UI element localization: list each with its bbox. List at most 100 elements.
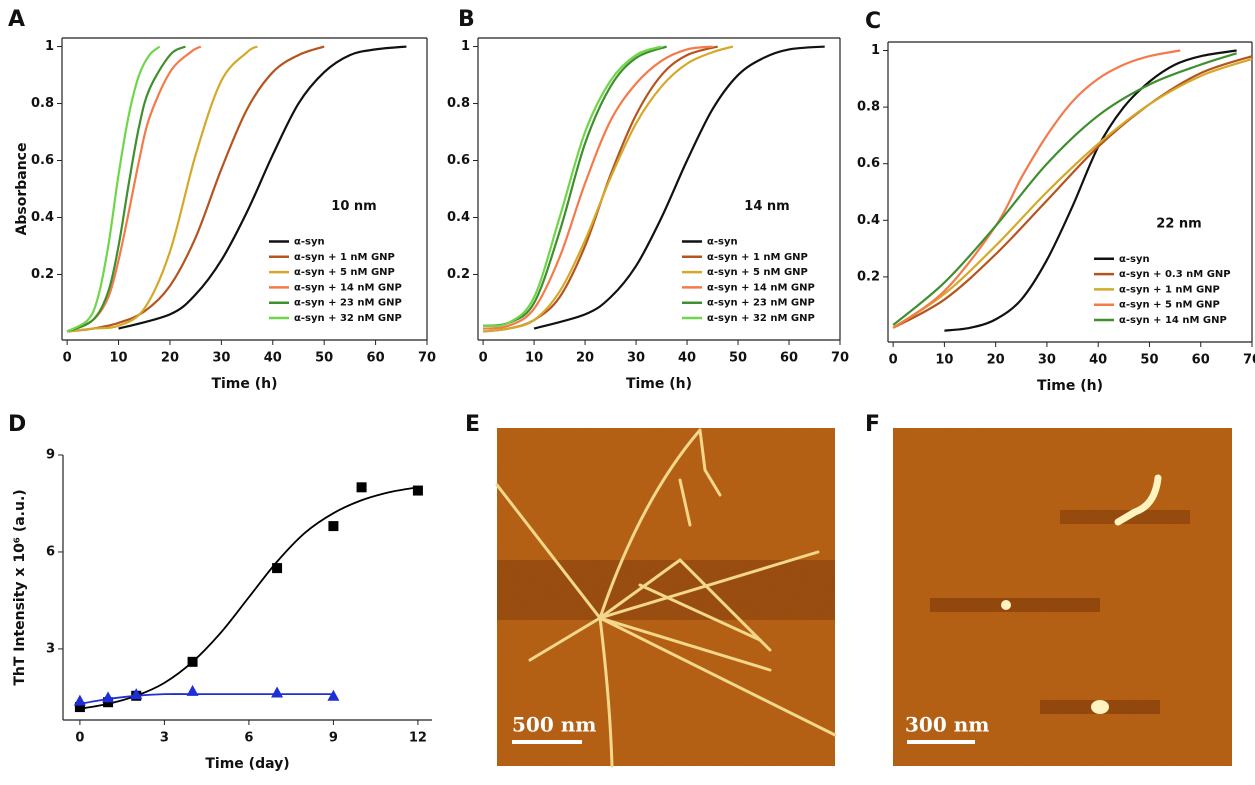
x-tick-label: 40 (678, 351, 696, 366)
x-tick-label: 20 (987, 353, 1005, 368)
legend-label: α-syn + 1 nM GNP (294, 252, 395, 263)
x-axis-title: Time (h) (1037, 378, 1103, 394)
y-tick-label: 0.4 (31, 210, 54, 225)
x-tick-label: 3 (160, 731, 169, 746)
data-line (892, 57, 1253, 329)
x-tick-label: 50 (315, 351, 333, 366)
marker (73, 694, 86, 706)
x-tick-label: 6 (244, 731, 253, 746)
x-tick-label: 60 (780, 351, 798, 366)
legend-label: α-syn + 32 nM GNP (707, 313, 815, 324)
x-tick-label: 40 (1089, 353, 1107, 368)
y-tick-label: 1 (45, 39, 54, 54)
x-tick-label: 0 (889, 353, 898, 368)
x-tick-label: 30 (212, 351, 230, 366)
marker (412, 485, 423, 496)
legend-label: α-syn + 23 nM GNP (707, 298, 815, 309)
legend-label: α-syn + 5 nM GNP (1119, 300, 1220, 311)
data-line (67, 45, 325, 333)
x-tick-label: 30 (627, 351, 645, 366)
marker (356, 482, 367, 493)
data-line (944, 49, 1237, 332)
panel-label: D (8, 412, 26, 437)
x-tick-label: 0 (63, 351, 72, 366)
annotation: 14 nm (744, 199, 789, 214)
data-line (66, 45, 161, 333)
data-line (482, 45, 668, 327)
marker (272, 563, 283, 574)
panel-label: E (465, 412, 480, 437)
data-line (67, 45, 258, 333)
marker (102, 691, 115, 703)
legend-label: α-syn + 1 nM GNP (1119, 284, 1220, 295)
x-tick-label: 12 (409, 731, 427, 746)
scale-bar-label: 500 nm (512, 713, 596, 737)
legend-label: α-syn + 14 nM GNP (707, 282, 815, 293)
y-tick-label: 0.8 (447, 96, 470, 111)
data-line (892, 55, 1253, 329)
marker (187, 656, 198, 667)
x-axis-title: Time (day) (205, 756, 289, 772)
legend-label: α-syn + 23 nM GNP (294, 298, 402, 309)
x-tick-label: 70 (831, 351, 849, 366)
x-tick-label: 0 (75, 731, 84, 746)
legend-label: α-syn + 14 nM GNP (294, 282, 402, 293)
legend-label: α-syn (1119, 254, 1150, 265)
y-tick-label: 0.2 (447, 267, 470, 282)
x-axis-title: Time (h) (626, 376, 692, 392)
y-tick-label: 9 (46, 448, 55, 463)
data-line (118, 45, 407, 330)
afm-image-f: 300 nm (893, 428, 1232, 766)
y-tick-label: 3 (46, 641, 55, 656)
data-line (533, 45, 825, 330)
y-tick-label: 0.2 (857, 269, 880, 284)
legend-label: α-syn (707, 237, 738, 248)
y-tick-label: 0.4 (447, 210, 470, 225)
annotation: 10 nm (331, 199, 376, 214)
legend-label: α-syn + 5 nM GNP (707, 267, 808, 278)
data-line (66, 45, 202, 333)
x-tick-label: 10 (110, 351, 128, 366)
legend-label: α-syn + 1 nM GNP (707, 252, 808, 263)
y-axis-title: Absorbance (14, 143, 30, 236)
data-line (482, 45, 734, 333)
marker (130, 688, 143, 700)
legend-label: α-syn + 0.3 nM GNP (1119, 269, 1231, 280)
panel-label: A (8, 7, 25, 32)
x-tick-label: 60 (1192, 353, 1210, 368)
y-tick-label: 0.4 (857, 213, 880, 228)
x-tick-label: 10 (525, 351, 543, 366)
y-tick-label: 0.2 (31, 267, 54, 282)
y-tick-label: 1 (871, 43, 880, 58)
data-line (482, 45, 662, 328)
y-tick-label: 0.6 (857, 156, 880, 171)
y-tick-label: 0.6 (447, 153, 470, 168)
fit-line (79, 693, 334, 705)
x-tick-label: 20 (161, 351, 179, 366)
panel-label: C (865, 9, 881, 34)
x-tick-label: 10 (935, 353, 953, 368)
y-tick-label: 0.8 (857, 100, 880, 115)
y-axis-title: ThT Intensity x 10⁶ (a.u.) (12, 489, 28, 685)
data-line (482, 45, 718, 333)
x-tick-label: 50 (729, 351, 747, 366)
marker (327, 689, 340, 701)
x-tick-label: 70 (418, 351, 436, 366)
marker (74, 702, 85, 713)
fit-line (79, 486, 419, 710)
data-line (66, 45, 186, 333)
marker (271, 686, 284, 698)
legend-label: α-syn + 5 nM GNP (294, 267, 395, 278)
x-axis-title: Time (h) (211, 376, 277, 392)
annotation: 22 nm (1156, 216, 1201, 231)
data-line (892, 52, 1237, 326)
x-tick-label: 20 (576, 351, 594, 366)
y-tick-label: 1 (461, 39, 470, 54)
y-tick-label: 0.6 (31, 153, 54, 168)
x-tick-label: 60 (367, 351, 385, 366)
marker (328, 521, 339, 532)
y-tick-label: 6 (46, 544, 55, 559)
data-line (482, 45, 713, 330)
legend-label: α-syn + 32 nM GNP (294, 313, 402, 324)
